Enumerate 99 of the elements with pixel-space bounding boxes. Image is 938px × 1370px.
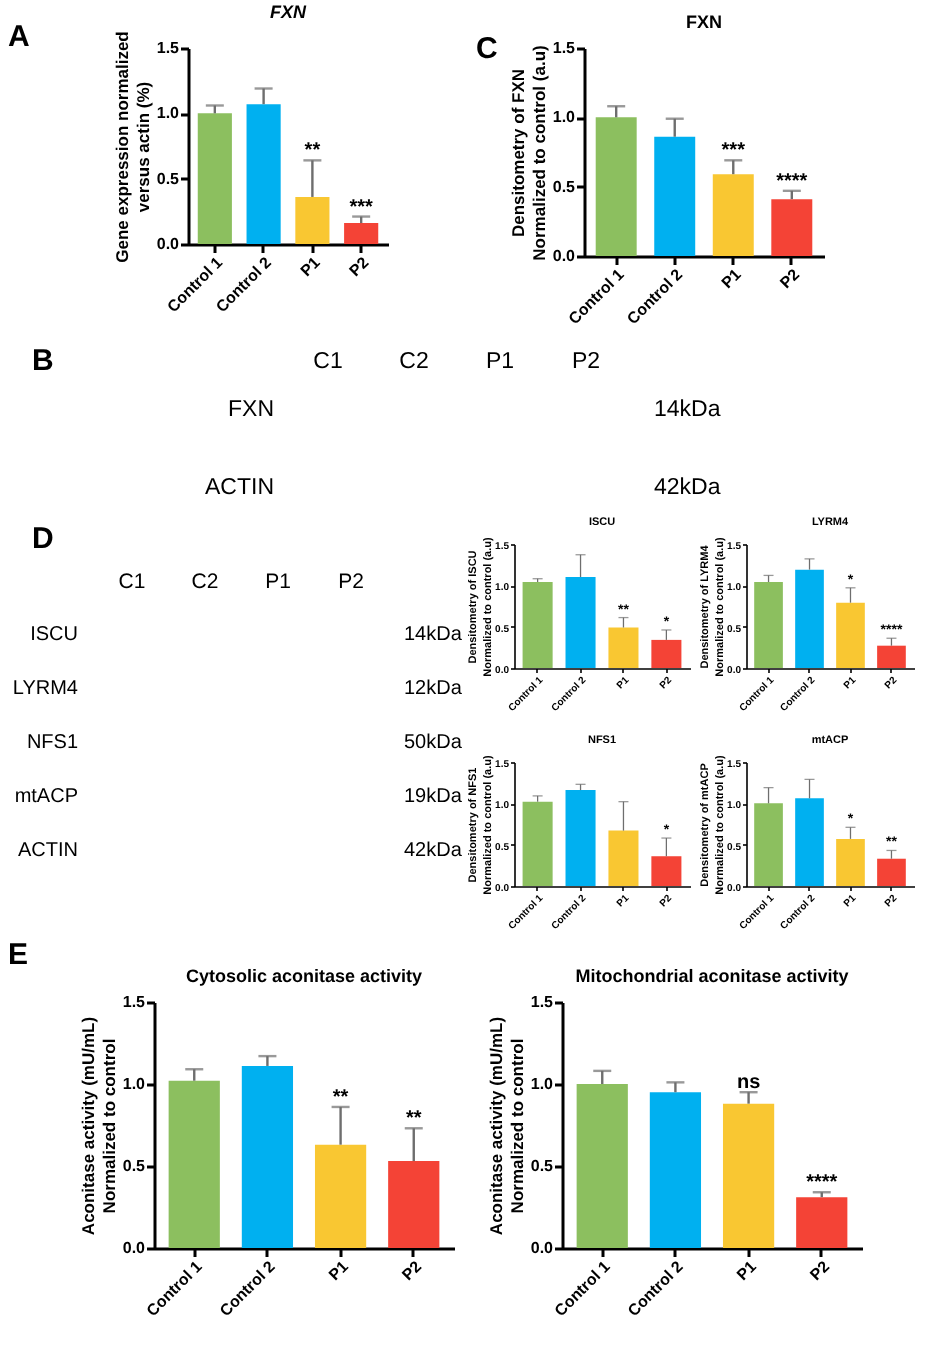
category-label: FXN xyxy=(228,398,274,422)
y-tick-label: 1.0 xyxy=(530,1075,555,1093)
bar xyxy=(608,830,639,886)
y-tick-label: 1.5 xyxy=(122,993,147,1011)
category-label: C1 xyxy=(118,570,146,594)
bar xyxy=(712,174,754,256)
category-label: 14kDa xyxy=(654,398,721,422)
bar xyxy=(795,569,824,668)
bar xyxy=(197,113,232,244)
x-tick-label: P2 xyxy=(806,1256,834,1285)
bar xyxy=(565,577,596,668)
bar xyxy=(754,582,783,668)
bar xyxy=(651,856,682,886)
bar xyxy=(654,136,696,256)
annotation: ** xyxy=(332,1086,349,1109)
annotation: ** xyxy=(304,140,321,163)
bar xyxy=(651,639,682,668)
bar xyxy=(771,199,813,256)
bar xyxy=(576,1084,628,1248)
bar xyxy=(877,858,906,886)
y-tick-label: 0.5 xyxy=(122,1157,147,1175)
category-label: 14kDa xyxy=(404,624,462,646)
bar xyxy=(836,838,865,886)
x-tick-label: P1 xyxy=(297,252,325,281)
y-tick-label: 0.5 xyxy=(530,1157,555,1175)
bar xyxy=(565,790,596,886)
annotation: *** xyxy=(721,140,746,163)
category-label: mtACP xyxy=(14,786,78,808)
bar xyxy=(295,196,330,244)
category-label: 42kDa xyxy=(404,840,462,862)
y-tick-label: 0.0 xyxy=(156,235,181,253)
y-tick-label: 0.0 xyxy=(530,1239,555,1257)
annotation: **** xyxy=(806,1172,838,1195)
text: D xyxy=(32,522,54,556)
bar xyxy=(388,1161,440,1248)
x-tick-label: P1 xyxy=(325,1256,353,1285)
chart-title: Mitochondrial aconitase activity xyxy=(575,966,849,986)
category-label: 42kDa xyxy=(654,476,721,500)
bar xyxy=(722,1103,775,1248)
category-label: LYRM4 xyxy=(12,678,78,700)
annotation: *** xyxy=(349,196,374,219)
x-tick-label: P2 xyxy=(776,264,804,293)
category-label: C2 xyxy=(399,350,429,374)
bar xyxy=(608,627,639,668)
bar xyxy=(649,1092,702,1248)
bar xyxy=(522,582,553,668)
category-label: ACTIN xyxy=(18,840,78,862)
bar xyxy=(877,645,906,668)
bar xyxy=(836,602,865,668)
category-label: 12kDa xyxy=(404,678,462,700)
category-label: C2 xyxy=(191,570,219,594)
text: C xyxy=(476,32,498,66)
y-axis-title: Gene expression normalized versus actin (%) xyxy=(111,31,153,263)
category-label: 19kDa xyxy=(404,786,462,808)
y-tick-label: 1.5 xyxy=(156,39,181,57)
x-tick-label: P1 xyxy=(733,1256,761,1285)
bar xyxy=(595,117,637,256)
y-tick-label: 0.0 xyxy=(552,247,577,265)
y-tick-label: 0.0 xyxy=(122,1239,147,1257)
category-label: NFS1 xyxy=(26,732,78,754)
annotation: **** xyxy=(776,170,808,193)
category-label: ACTIN xyxy=(205,476,274,500)
y-tick-label: 1.5 xyxy=(552,39,577,57)
y-tick-label: 1.5 xyxy=(530,993,555,1011)
y-axis-title: Aconitase activity (mU/mL) Normalized to control xyxy=(485,1016,527,1236)
y-tick-label: 1.0 xyxy=(552,108,577,127)
bar xyxy=(344,223,379,244)
y-tick-label: 1.0 xyxy=(156,104,181,123)
category-label: C1 xyxy=(313,350,343,374)
chart-title: FXN xyxy=(686,12,722,32)
category-label: P2 xyxy=(571,350,601,374)
bar xyxy=(241,1065,294,1248)
bar xyxy=(314,1144,367,1248)
y-axis-title: Densitometry of FXN Normalized to control (a.u) xyxy=(507,44,549,261)
chart-title: Cytosolic aconitase activity xyxy=(185,966,423,986)
bar xyxy=(796,1197,848,1248)
x-tick-label: P1 xyxy=(718,264,746,293)
annotation: ** xyxy=(405,1108,422,1131)
y-tick-label: 0.5 xyxy=(156,169,181,188)
category-label: P1 xyxy=(485,350,515,374)
text: A xyxy=(8,20,30,54)
bar xyxy=(168,1080,220,1248)
category-label: P1 xyxy=(265,570,292,594)
category-label: P2 xyxy=(338,570,365,594)
bar xyxy=(522,801,553,886)
x-tick-label: P2 xyxy=(345,252,374,281)
bar xyxy=(246,104,281,244)
annotation: ns xyxy=(736,1072,762,1095)
y-axis-title: Aconitase activity (mU/mL) Normalized to control xyxy=(77,1016,119,1236)
category-label: 50kDa xyxy=(404,732,462,754)
y-tick-label: 1.0 xyxy=(122,1075,147,1093)
bar xyxy=(754,803,783,886)
y-tick-label: 0.5 xyxy=(552,177,577,196)
x-tick-label: P2 xyxy=(398,1256,426,1285)
text: E xyxy=(8,938,29,972)
category-label: ISCU xyxy=(30,624,78,646)
chart-title: FXN xyxy=(270,2,307,23)
bar xyxy=(795,798,824,886)
text: B xyxy=(32,344,54,378)
